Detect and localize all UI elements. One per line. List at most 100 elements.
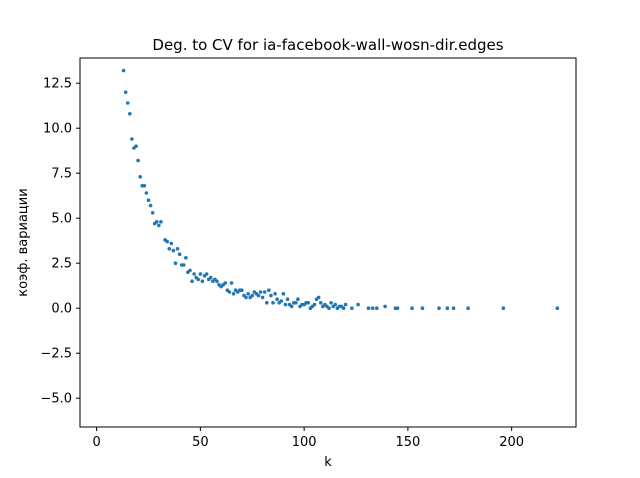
data-point	[223, 281, 228, 285]
data-point	[312, 302, 317, 307]
data-point	[229, 281, 234, 285]
data-point	[190, 279, 194, 284]
data-point	[329, 301, 333, 305]
data-point	[264, 301, 269, 305]
data-point	[279, 299, 284, 303]
data-point	[395, 306, 400, 311]
data-point	[148, 203, 153, 208]
data-point	[240, 288, 244, 293]
data-point	[260, 295, 265, 300]
data-point	[173, 261, 178, 266]
data-point	[246, 292, 250, 296]
data-point	[269, 293, 273, 298]
data-points	[121, 68, 560, 311]
data-point	[350, 306, 354, 311]
data-point	[285, 297, 290, 302]
data-point	[192, 272, 196, 276]
data-point	[121, 68, 126, 73]
data-point	[157, 223, 161, 228]
data-point	[289, 304, 294, 309]
y-axis-label: коэф. вариации	[16, 188, 31, 296]
data-point	[341, 306, 346, 311]
y-axis-ticks: −5.0 −2.5 0.0 2.5 5.0 7.5 10.0 12.5	[40, 77, 80, 407]
x-axis-label: k	[324, 455, 332, 470]
y-tick-label: 2.5	[51, 257, 72, 272]
x-tick-label: 150	[395, 435, 420, 450]
data-point	[142, 184, 147, 188]
x-tick-label: 200	[499, 435, 524, 450]
data-point	[144, 191, 149, 195]
data-point	[333, 302, 338, 307]
data-point	[262, 290, 267, 294]
data-point	[198, 272, 203, 276]
data-point	[366, 306, 371, 311]
data-point	[250, 293, 255, 298]
data-point	[318, 301, 323, 305]
data-point	[370, 306, 375, 311]
data-point	[188, 268, 192, 273]
data-point	[208, 275, 213, 280]
data-point	[177, 252, 182, 256]
data-point	[258, 290, 263, 294]
data-point	[159, 220, 163, 224]
data-point	[294, 301, 298, 305]
x-tick-label: 100	[292, 435, 317, 450]
data-point	[125, 101, 130, 105]
data-point	[343, 302, 348, 307]
data-point	[316, 295, 321, 300]
data-point	[169, 241, 174, 246]
data-point	[501, 306, 506, 311]
x-tick-label: 50	[192, 435, 209, 450]
data-point	[296, 297, 300, 302]
data-point	[244, 295, 248, 300]
y-tick-label: 7.5	[51, 167, 72, 182]
data-point	[466, 306, 470, 311]
data-point	[327, 306, 331, 311]
x-tick-label: 0	[92, 435, 100, 450]
data-point	[196, 277, 201, 282]
data-point	[165, 239, 169, 244]
data-point	[215, 279, 219, 284]
data-point	[227, 290, 232, 294]
data-point	[275, 297, 279, 302]
data-point	[181, 263, 186, 267]
data-point	[281, 292, 286, 296]
data-point	[445, 306, 450, 311]
data-point	[231, 292, 236, 296]
data-point	[184, 255, 188, 260]
plot-area-frame	[79, 57, 577, 428]
data-point	[204, 272, 209, 276]
data-point	[167, 247, 172, 251]
y-tick-label: 12.5	[43, 77, 72, 92]
data-point	[154, 220, 159, 224]
data-point	[410, 306, 414, 311]
y-tick-label: 0.0	[51, 302, 72, 317]
data-point	[134, 144, 138, 148]
chart-title: Deg. to CV for ia-facebook-wall-wosn-dir…	[152, 36, 503, 54]
y-tick-label: 10.0	[43, 122, 72, 137]
data-point	[175, 247, 180, 251]
data-point	[306, 301, 311, 305]
y-tick-label: −2.5	[40, 347, 72, 362]
data-point	[267, 288, 271, 293]
data-point	[273, 292, 277, 296]
data-point	[283, 302, 288, 307]
data-point	[356, 302, 360, 307]
data-point	[150, 211, 155, 215]
data-point	[138, 175, 142, 179]
data-point	[130, 137, 134, 141]
data-point	[256, 293, 261, 298]
y-tick-label: 5.0	[51, 212, 72, 227]
data-point	[136, 158, 140, 163]
data-point	[420, 306, 425, 311]
data-point	[271, 301, 275, 305]
data-point	[437, 306, 441, 311]
data-point	[146, 198, 151, 202]
data-point	[374, 306, 379, 311]
data-point	[383, 304, 387, 309]
data-point	[200, 279, 205, 284]
x-axis-ticks: 0 50 100 150 200	[92, 427, 524, 450]
data-point	[123, 90, 128, 94]
data-point	[171, 248, 176, 253]
